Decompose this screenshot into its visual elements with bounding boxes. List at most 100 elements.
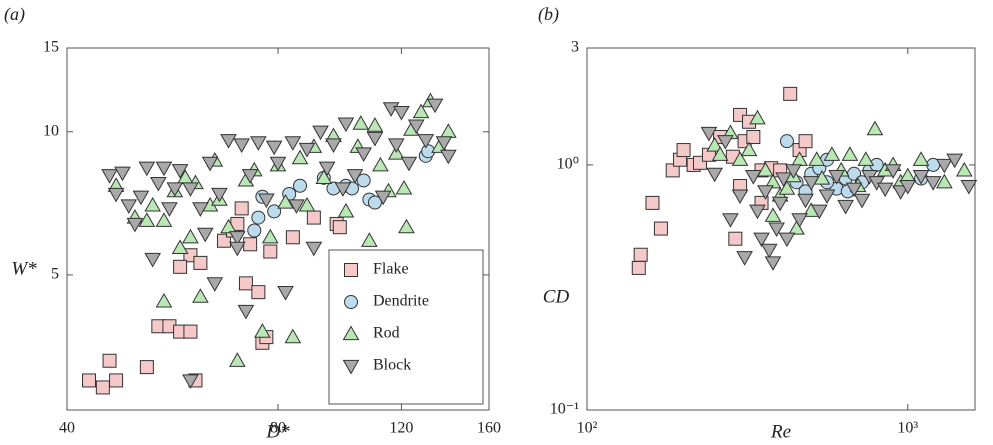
point bbox=[241, 169, 259, 184]
x-axis-label: Re bbox=[770, 421, 791, 442]
point bbox=[144, 196, 162, 212]
x-tick-label: 10² bbox=[577, 420, 598, 437]
point bbox=[798, 134, 813, 149]
point bbox=[132, 190, 150, 206]
legend-marker bbox=[344, 263, 358, 277]
point bbox=[229, 352, 246, 367]
point bbox=[700, 126, 718, 142]
point bbox=[337, 202, 355, 218]
point bbox=[407, 119, 425, 135]
point bbox=[192, 202, 209, 217]
point bbox=[876, 182, 894, 198]
point bbox=[155, 292, 173, 308]
panel-label: (b) bbox=[538, 4, 559, 25]
point bbox=[356, 173, 371, 188]
point bbox=[284, 328, 302, 344]
point bbox=[936, 173, 953, 189]
point bbox=[250, 136, 267, 151]
point bbox=[722, 213, 739, 228]
point bbox=[196, 227, 214, 243]
legend-label: Rod bbox=[373, 325, 400, 342]
point bbox=[138, 161, 156, 177]
point bbox=[138, 212, 156, 227]
point bbox=[706, 137, 723, 152]
x-tick-label: 120 bbox=[389, 420, 413, 437]
point bbox=[440, 123, 457, 138]
point bbox=[374, 190, 392, 206]
point bbox=[234, 201, 249, 216]
point bbox=[960, 179, 978, 195]
point bbox=[291, 149, 309, 165]
x-tick-label: 40 bbox=[59, 420, 75, 437]
point bbox=[912, 151, 930, 166]
y-axis-label: CD bbox=[543, 286, 570, 307]
point bbox=[183, 324, 198, 339]
point bbox=[192, 288, 209, 303]
point bbox=[263, 244, 278, 259]
point bbox=[325, 138, 342, 154]
point bbox=[82, 373, 97, 388]
point bbox=[107, 187, 125, 203]
point bbox=[717, 135, 734, 150]
point bbox=[243, 237, 258, 252]
legend-marker bbox=[344, 295, 358, 309]
point bbox=[676, 143, 691, 158]
point bbox=[293, 178, 308, 193]
point bbox=[161, 202, 178, 217]
point bbox=[841, 146, 859, 161]
point bbox=[746, 130, 761, 145]
point bbox=[764, 256, 782, 271]
point bbox=[334, 182, 352, 197]
point bbox=[771, 196, 789, 212]
point bbox=[102, 353, 117, 368]
point bbox=[284, 136, 302, 151]
x-axis-label: D* bbox=[265, 421, 290, 442]
point bbox=[366, 131, 384, 147]
point bbox=[298, 196, 316, 212]
point bbox=[775, 172, 792, 188]
point bbox=[337, 117, 355, 133]
point bbox=[788, 220, 805, 235]
point bbox=[653, 221, 668, 236]
panel-b-frame bbox=[586, 47, 976, 411]
point bbox=[352, 115, 370, 130]
point bbox=[435, 136, 453, 151]
point bbox=[797, 193, 814, 209]
point bbox=[912, 170, 930, 185]
point bbox=[237, 304, 255, 320]
legend-label: Flake bbox=[373, 261, 409, 278]
point bbox=[220, 134, 237, 149]
point bbox=[109, 373, 124, 388]
point bbox=[166, 182, 184, 197]
point bbox=[182, 182, 199, 197]
point bbox=[288, 199, 305, 214]
y-tick-label: 10 bbox=[43, 122, 59, 139]
point bbox=[206, 277, 224, 292]
point bbox=[318, 161, 336, 177]
point bbox=[899, 179, 917, 195]
point bbox=[645, 195, 660, 210]
point bbox=[229, 241, 246, 257]
point bbox=[372, 156, 389, 172]
point bbox=[808, 151, 826, 166]
point bbox=[853, 193, 871, 209]
point bbox=[387, 138, 405, 154]
point bbox=[736, 251, 753, 266]
point bbox=[201, 156, 219, 172]
point bbox=[229, 231, 246, 246]
point bbox=[828, 170, 845, 185]
point bbox=[95, 380, 110, 395]
legend-label: Dendrite bbox=[373, 293, 429, 310]
point bbox=[150, 176, 167, 192]
point bbox=[139, 360, 154, 375]
point bbox=[412, 103, 430, 119]
point bbox=[393, 105, 410, 121]
x-tick-label: 160 bbox=[477, 420, 501, 437]
panel-label: (a) bbox=[4, 4, 25, 25]
point bbox=[764, 207, 782, 222]
point bbox=[182, 228, 199, 244]
point bbox=[306, 210, 321, 225]
point bbox=[955, 161, 973, 177]
point bbox=[332, 220, 347, 235]
point bbox=[778, 180, 796, 195]
